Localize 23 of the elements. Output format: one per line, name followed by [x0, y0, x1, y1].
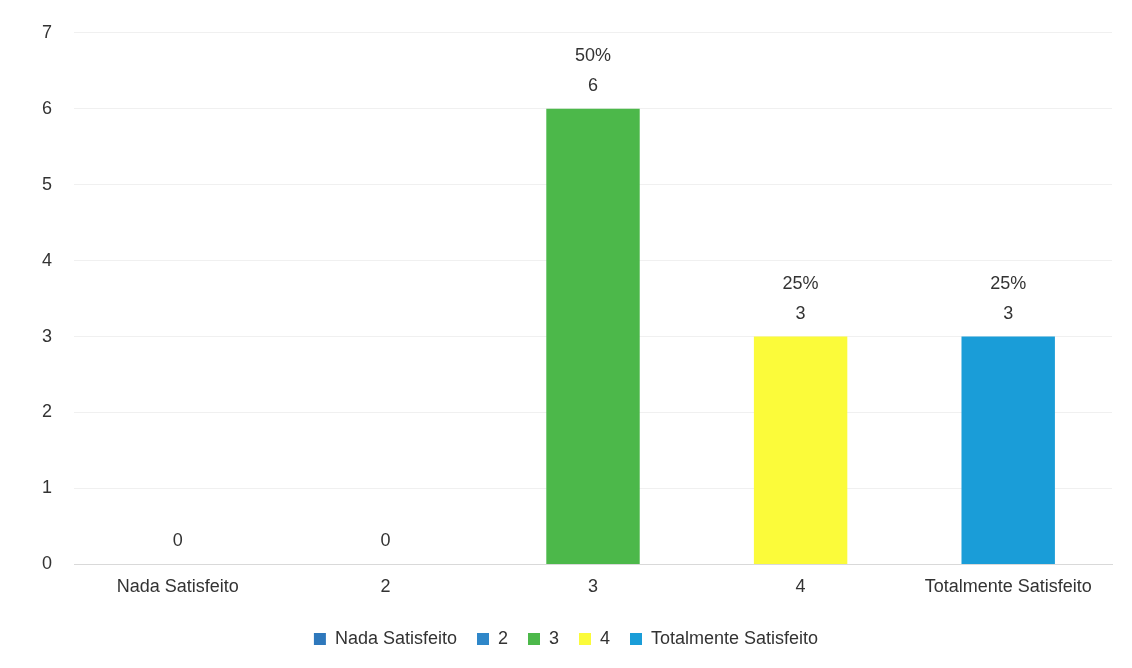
y-tick-label: 3	[42, 325, 53, 346]
x-tick-label: 3	[588, 576, 599, 597]
data-label: 25% 3	[990, 272, 1027, 323]
legend-label: Totalmente Satisfeito	[651, 627, 819, 648]
y-tick-label: 6	[42, 97, 53, 118]
x-tick-label: Nada Satisfeito	[116, 576, 239, 597]
x-tick-label: Totalmente Satisfeito	[924, 576, 1092, 597]
legend-label: 2	[497, 627, 508, 648]
y-tick-label: 5	[42, 173, 53, 194]
data-label: 0	[380, 530, 391, 551]
y-tick-label: 2	[42, 401, 53, 422]
data-label: 25% 3	[782, 272, 819, 323]
x-tick-label: 2	[380, 576, 391, 597]
data-label: 50% 6	[574, 44, 612, 95]
x-tick-label: 4	[795, 576, 806, 597]
legend-label: 3	[548, 627, 559, 648]
legend-label: Nada Satisfeito	[334, 627, 457, 648]
y-tick-label: 4	[42, 249, 53, 270]
legend-label: 4	[600, 627, 611, 648]
y-tick-label: 7	[42, 21, 53, 42]
y-tick-label: 0	[42, 553, 53, 574]
y-tick-label: 1	[42, 477, 53, 498]
data-label: 0	[172, 530, 183, 551]
